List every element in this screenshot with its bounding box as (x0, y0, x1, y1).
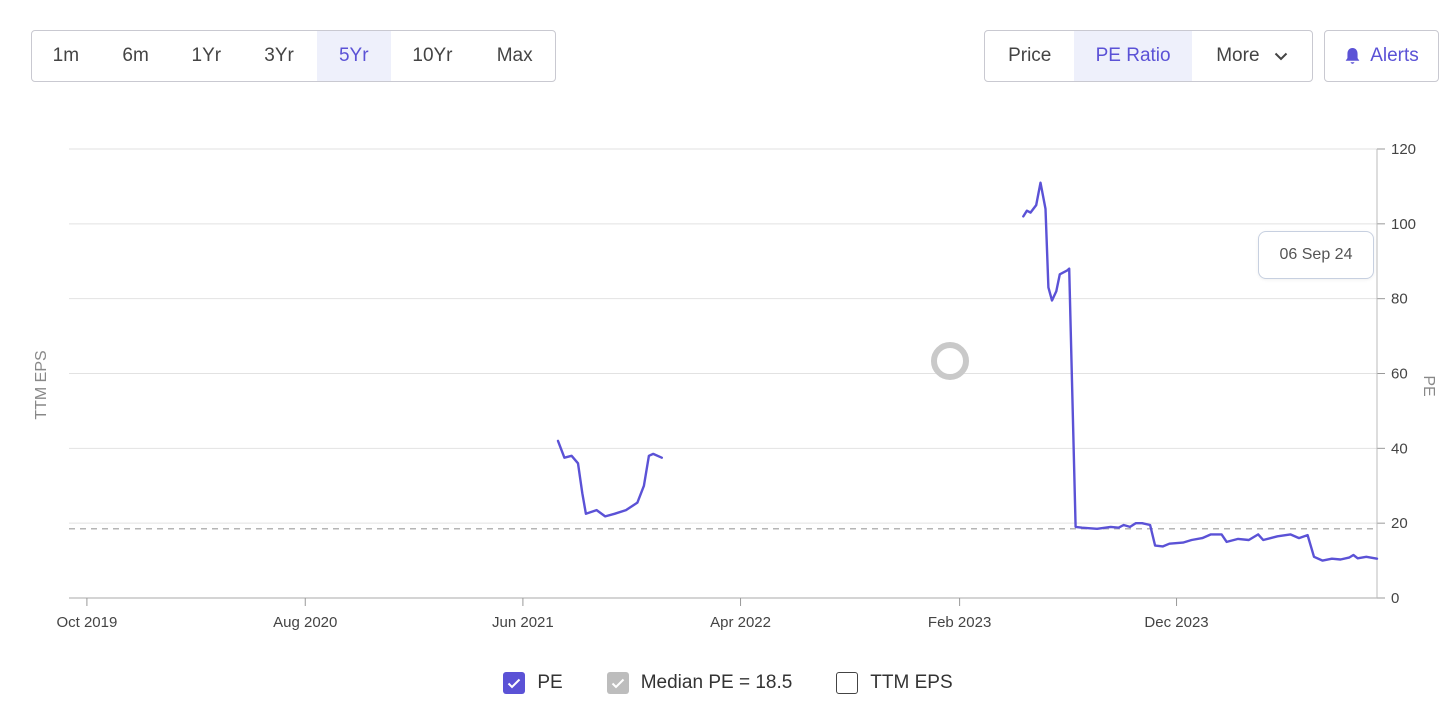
legend-label: Median PE = 18.5 (640, 672, 793, 693)
alerts-button[interactable]: Alerts (1324, 30, 1439, 82)
axes: 0 20 40 60 80 100 120 Oct 2019 Aug 2020 Jun 2021 A… (56, 141, 1416, 631)
x-tick-label: Aug 2020 (273, 614, 337, 631)
view-button-label: Price (1008, 45, 1052, 66)
check-icon (508, 678, 521, 688)
y-tick-label: 60 (1391, 366, 1408, 383)
y-tick-label: 100 (1391, 216, 1416, 233)
range-button-6m[interactable]: 6m (122, 45, 149, 66)
view-button-label: PE Ratio (1095, 45, 1171, 66)
time-range-selector: 1m 6m 1Yr 3Yr 5Yr 10Yr Max (31, 30, 556, 82)
legend-checkbox[interactable] (836, 672, 859, 694)
range-button-1m[interactable]: 1m (52, 45, 80, 66)
legend-checkbox[interactable] (503, 672, 526, 694)
bell-icon (1345, 47, 1360, 64)
series-layer (556, 181, 1379, 562)
x-tick-label: Jun 2021 (492, 614, 554, 631)
pe-series-line-segment-2 (1022, 181, 1379, 562)
y-axis-right-title: PE (1420, 375, 1437, 396)
range-button-1yr[interactable]: 1Yr (191, 45, 222, 66)
legend-item-ttm-eps[interactable]: TTM EPS (836, 672, 953, 694)
date-tooltip: 06 Sep 24 (1258, 231, 1374, 279)
legend-checkbox[interactable] (606, 672, 629, 694)
x-tick-label: Apr 2022 (710, 614, 771, 631)
y-tick-label: 0 (1391, 590, 1399, 607)
legend-label: PE (537, 672, 563, 693)
legend-item-pe[interactable]: PE (503, 672, 563, 694)
view-button-price[interactable]: Price (985, 31, 1074, 81)
tooltip-date: 06 Sep 24 (1279, 246, 1353, 263)
y-tick-label: 40 (1391, 440, 1408, 457)
x-tick-label: Dec 2023 (1144, 614, 1208, 631)
view-button-more[interactable]: More (1192, 31, 1312, 81)
alerts-label: Alerts (1370, 45, 1419, 66)
chart-view-selector: Price PE Ratio More (984, 30, 1313, 82)
check-icon (611, 678, 624, 688)
legend-label: TTM EPS (870, 672, 953, 693)
range-button-5yr[interactable]: 5Yr (316, 31, 391, 81)
x-tick-label: Feb 2023 (928, 614, 991, 631)
chevron-down-icon (1274, 52, 1287, 60)
view-button-label: More (1216, 45, 1260, 66)
y-tick-label: 80 (1391, 291, 1408, 308)
view-button-pe-ratio[interactable]: PE Ratio (1074, 31, 1192, 81)
range-button-10yr[interactable]: 10Yr (412, 45, 453, 66)
range-button-3yr[interactable]: 3Yr (264, 45, 294, 66)
legend-item-median-pe[interactable]: Median PE = 18.5 (606, 672, 793, 694)
loading-spinner-icon (931, 342, 969, 380)
y-tick-label: 120 (1391, 141, 1416, 158)
x-tick-label: Oct 2019 (56, 614, 117, 631)
grid-lines (69, 148, 1377, 599)
y-tick-label: 20 (1391, 515, 1408, 532)
pe-series-line-segment-1 (556, 439, 663, 518)
y-axis-left-title: TTM EPS (33, 350, 50, 419)
range-button-max[interactable]: Max (496, 45, 533, 66)
chart-legend: PE Median PE = 18.5 TTM EPS (0, 672, 1456, 694)
